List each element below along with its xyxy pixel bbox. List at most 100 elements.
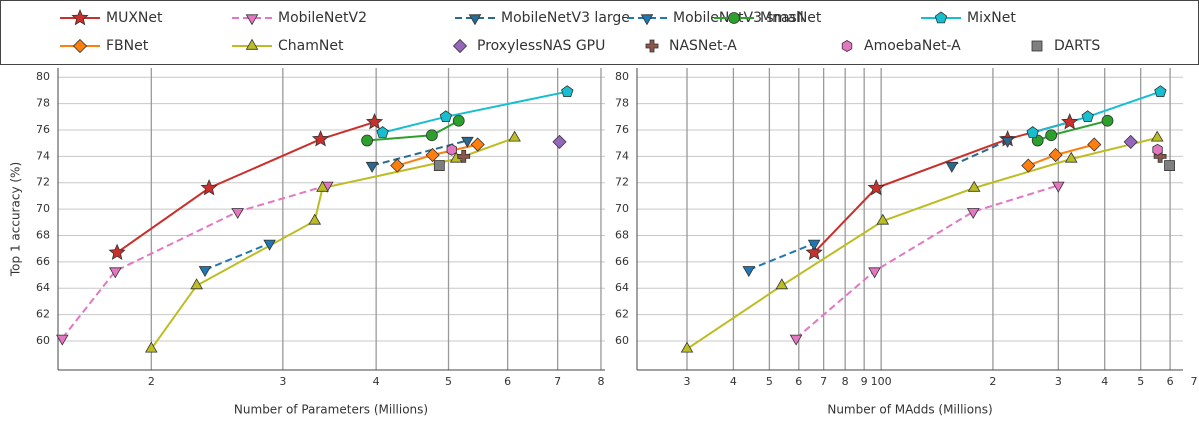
x-tick-label: 4 <box>373 375 380 388</box>
marker <box>198 266 212 278</box>
marker <box>552 134 567 149</box>
legend-label: FBNet <box>106 38 149 54</box>
y-tick-label: 78 <box>36 97 50 110</box>
marker <box>1152 143 1163 156</box>
marker <box>775 278 789 290</box>
legend-label: MnasNet <box>760 10 822 26</box>
marker <box>231 208 244 219</box>
marker <box>425 147 440 163</box>
marker <box>425 129 438 142</box>
marker <box>365 113 384 130</box>
marker <box>390 158 405 173</box>
marker <box>1045 129 1058 142</box>
marker <box>263 239 276 251</box>
marker <box>561 85 574 97</box>
x-tick-label: 6 <box>1167 375 1174 388</box>
legend-label: ProxylessNAS GPU <box>477 38 605 54</box>
legend-label: AmoebaNet-A <box>864 38 961 54</box>
marker <box>1052 181 1065 193</box>
y-tick-label: 66 <box>615 255 629 268</box>
marker <box>245 14 259 26</box>
y-tick-label: 80 <box>615 70 629 83</box>
y-axis-title: Top 1 accuracy (%) <box>9 162 23 277</box>
marker <box>640 14 654 26</box>
y-tick-label: 72 <box>615 176 629 189</box>
y-tick-label: 76 <box>36 123 50 136</box>
marker <box>365 161 379 173</box>
series-line <box>204 242 270 271</box>
marker <box>439 110 453 122</box>
legend-label: MobileNetV3 large <box>501 10 630 26</box>
marker <box>109 267 122 279</box>
marker <box>457 149 471 163</box>
marker <box>967 180 981 192</box>
marker <box>1048 147 1063 163</box>
marker <box>56 334 69 346</box>
x-tick-label: 8 <box>597 375 604 388</box>
plot-area <box>58 68 605 370</box>
marker <box>508 130 521 142</box>
y-tick-label: 64 <box>615 281 629 294</box>
marker <box>1021 158 1036 173</box>
marker <box>680 341 694 353</box>
x-tick-label: 3 <box>279 375 286 388</box>
x-axis-title: Number of Parameters (Millions) <box>234 403 428 417</box>
marker <box>1001 136 1014 148</box>
marker <box>308 213 322 225</box>
marker <box>470 137 485 152</box>
marker <box>841 40 853 52</box>
y-tick-label: 68 <box>36 228 50 241</box>
marker <box>200 178 218 196</box>
marker <box>461 136 474 148</box>
marker <box>805 243 823 260</box>
marker <box>190 278 203 290</box>
marker <box>807 239 821 251</box>
marker <box>1081 110 1094 122</box>
x-tick-label: 6 <box>795 375 802 388</box>
series-line <box>795 184 1059 340</box>
legend-label: ChamNet <box>278 38 344 54</box>
legend-label: MobileNetV2 <box>278 10 367 26</box>
x-tick-label: 2 <box>989 375 996 388</box>
series-line <box>686 136 1158 350</box>
marker <box>645 39 659 53</box>
marker <box>1153 149 1167 163</box>
y-tick-label: 62 <box>615 308 629 321</box>
marker <box>1031 40 1043 52</box>
y-tick-label: 60 <box>36 334 50 347</box>
marker <box>376 126 389 138</box>
x-tick-label: 2 <box>148 375 155 388</box>
marker <box>1061 113 1079 130</box>
y-tick-label: 60 <box>615 334 629 347</box>
legend-box <box>0 0 1199 65</box>
x-tick-label: 5 <box>766 375 773 388</box>
x-tick-label: 5 <box>445 375 452 388</box>
y-tick-label: 70 <box>615 202 629 215</box>
marker <box>868 267 881 279</box>
y-tick-label: 72 <box>36 176 50 189</box>
marker <box>934 11 948 24</box>
marker <box>1150 130 1164 142</box>
y-tick-label: 68 <box>615 228 629 241</box>
legend-label: MixNet <box>967 10 1016 26</box>
x-tick-label: 3 <box>1055 375 1062 388</box>
y-tick-label: 76 <box>615 123 629 136</box>
x-tick-label: 100 <box>871 375 892 388</box>
marker <box>789 334 803 346</box>
x-tick-label: 6 <box>504 375 511 388</box>
marker <box>966 208 980 219</box>
series-line <box>951 139 1009 167</box>
x-tick-label: 7 <box>554 375 561 388</box>
marker <box>108 243 126 260</box>
marker <box>742 266 756 278</box>
y-tick-label: 62 <box>36 308 50 321</box>
y-tick-label: 78 <box>615 97 629 110</box>
marker <box>446 143 457 156</box>
y-tick-label: 66 <box>36 255 50 268</box>
marker <box>71 8 89 26</box>
marker <box>1087 137 1102 152</box>
marker <box>1154 85 1167 97</box>
marker <box>452 114 465 127</box>
marker <box>145 341 158 353</box>
x-tick-label: 4 <box>1101 375 1108 388</box>
